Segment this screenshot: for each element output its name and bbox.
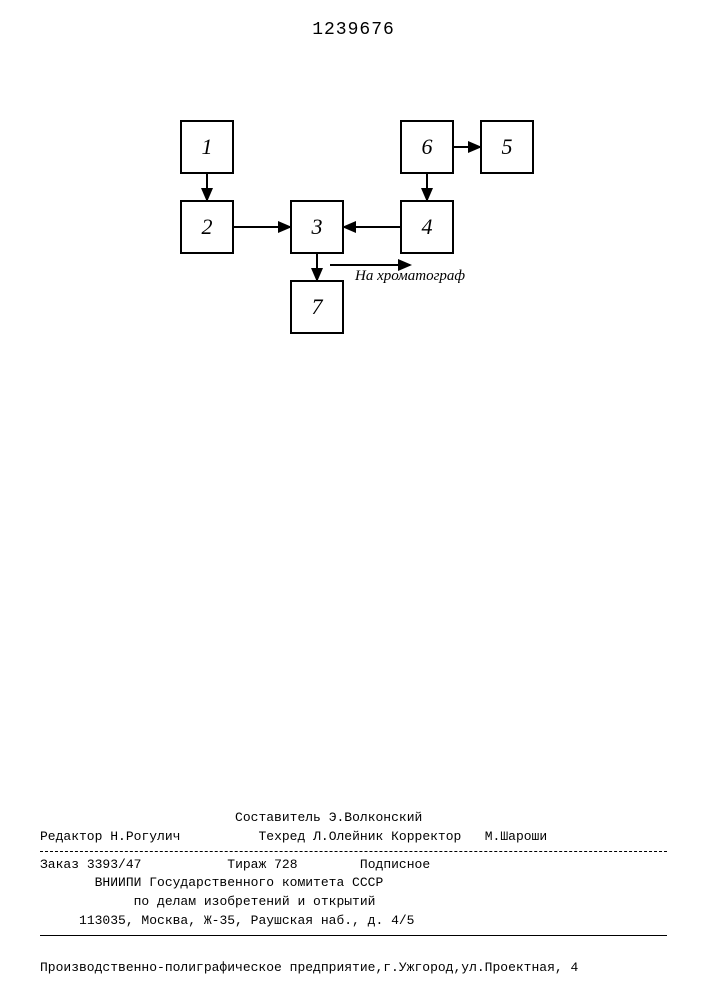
order-line: Заказ 3393/47 Тираж 728 Подписное: [40, 856, 667, 875]
document-number: 1239676: [0, 20, 707, 40]
org-line-1: ВНИИПИ Государственного комитета СССР: [40, 874, 667, 893]
node-5: 5: [480, 120, 534, 174]
block-diagram: 1 2 3 456 7 На хроматограф: [160, 120, 560, 370]
divider-dashed-1: [40, 851, 667, 852]
node-7: 7: [290, 280, 344, 334]
node-4: 4: [400, 200, 454, 254]
org-line-2: по делам изобретений и открытий: [40, 893, 667, 912]
node-1: 1: [180, 120, 234, 174]
editor-line: Редактор Н.Рогулич Техред Л.Олейник Корр…: [40, 828, 667, 847]
bottom-line: Производственно-полиграфическое предприя…: [40, 960, 667, 975]
node-6: 6: [400, 120, 454, 174]
compiler-line: Составитель Э.Волконский: [40, 809, 667, 828]
node-2: 2: [180, 200, 234, 254]
footer-block: Составитель Э.Волконский Редактор Н.Рогу…: [40, 809, 667, 940]
diagram-annotation: На хроматограф: [355, 268, 465, 285]
divider-solid: [40, 935, 667, 936]
address-line: 113035, Москва, Ж-35, Раушская наб., д. …: [40, 912, 667, 931]
node-3: 3: [290, 200, 344, 254]
page: 1239676 1 2 3 456 7 На хроматограф Составите…: [0, 0, 707, 1000]
